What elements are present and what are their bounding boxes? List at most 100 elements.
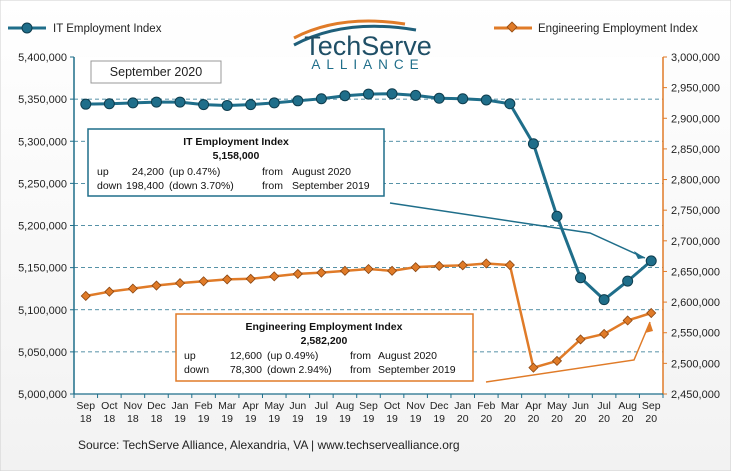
x-tick-label-month: May bbox=[264, 400, 285, 412]
it-row2-pct: (down 3.70%) bbox=[169, 180, 234, 192]
x-tick-label-year: 20 bbox=[528, 413, 540, 425]
it-point bbox=[127, 97, 139, 109]
logo-word-techserve: TechServe bbox=[304, 31, 432, 61]
x-tick-label-month: Sep bbox=[359, 400, 378, 412]
x-tick-label-month: Mar bbox=[218, 400, 237, 412]
eng-row2-amount: 78,300 bbox=[230, 364, 262, 376]
x-tick-label-month: Oct bbox=[384, 400, 400, 412]
left-tick-label: 5,050,000 bbox=[18, 347, 67, 359]
eng-row2-from: from bbox=[350, 364, 371, 376]
x-tick-label-month: Aug bbox=[336, 400, 355, 412]
x-tick-label-month: Jun bbox=[572, 400, 589, 412]
it-point bbox=[268, 97, 280, 109]
left-tick-label: 5,300,000 bbox=[18, 136, 67, 148]
it-row1-period: August 2020 bbox=[292, 166, 351, 178]
x-tick-label-year: 20 bbox=[622, 413, 634, 425]
x-tick-label-month: Apr bbox=[243, 400, 260, 412]
x-tick-label-month: May bbox=[547, 400, 568, 412]
right-tick-label: 2,550,000 bbox=[671, 328, 720, 340]
right-tick-label: 2,850,000 bbox=[671, 144, 720, 156]
it-row1-dir: up bbox=[97, 166, 109, 178]
x-tick-label-year: 20 bbox=[551, 413, 563, 425]
legend-engineering-label: Engineering Employment Index bbox=[538, 23, 698, 35]
it-row2-amount: 198,400 bbox=[126, 180, 164, 192]
x-tick-label-year: 19 bbox=[339, 413, 351, 425]
it-point bbox=[457, 93, 469, 105]
x-tick-label-year: 18 bbox=[151, 413, 163, 425]
it-row1-from: from bbox=[262, 166, 283, 178]
x-tick-label-year: 20 bbox=[457, 413, 469, 425]
eng-row2-dir: down bbox=[184, 364, 209, 376]
x-tick-label-month: Dec bbox=[430, 400, 449, 412]
right-tick-label: 2,600,000 bbox=[671, 297, 720, 309]
date-label: September 2020 bbox=[110, 65, 202, 79]
right-tick-label: 2,900,000 bbox=[671, 113, 720, 125]
it-point bbox=[480, 94, 492, 106]
x-tick-label-month: Apr bbox=[525, 400, 542, 412]
it-callout-arrowhead bbox=[634, 251, 645, 259]
it-point bbox=[527, 138, 539, 150]
x-tick-label-year: 19 bbox=[268, 413, 280, 425]
engineering-point bbox=[127, 283, 138, 294]
x-tick-label-month: Sep bbox=[642, 400, 661, 412]
engineering-point bbox=[551, 355, 563, 366]
left-axis-ticks: 5,000,000 5,050,000 5,100,000 5,150,000 5,20… bbox=[18, 52, 74, 401]
it-point bbox=[386, 88, 398, 100]
x-tick-label-year: 19 bbox=[433, 413, 445, 425]
it-point bbox=[174, 96, 186, 108]
eng-row2-pct: (down 2.94%) bbox=[267, 364, 332, 376]
series-engineering bbox=[80, 258, 657, 373]
x-tick-label-month: Oct bbox=[101, 400, 117, 412]
engineering-point bbox=[269, 271, 280, 282]
eng-callout-arrowhead bbox=[645, 322, 653, 333]
it-point bbox=[103, 98, 115, 110]
logo-word-alliance: ALLIANCE bbox=[311, 57, 424, 72]
eng-row2-period: September 2019 bbox=[378, 364, 456, 376]
it-point bbox=[292, 95, 304, 107]
x-tick-label-month: Sep bbox=[76, 400, 95, 412]
engineering-point bbox=[104, 286, 115, 297]
date-label-box bbox=[90, 60, 222, 84]
x-tick-label-month: Jan bbox=[172, 400, 189, 412]
x-tick-label-month: Jul bbox=[315, 400, 328, 412]
it-row2-dir: down bbox=[97, 180, 122, 192]
x-tick-label-year: 20 bbox=[575, 413, 587, 425]
x-tick-label-year: 19 bbox=[410, 413, 422, 425]
x-axis-ticks: Sep18Oct18Nov18Dec18Jan19Feb19Mar19Apr19… bbox=[73, 394, 664, 425]
right-tick-label: 2,800,000 bbox=[671, 175, 720, 187]
legend-engineering: Engineering Employment Index bbox=[494, 21, 698, 35]
it-point bbox=[410, 89, 422, 101]
it-point bbox=[80, 98, 92, 110]
x-tick-label-year: 20 bbox=[504, 413, 516, 425]
x-tick-label-month: Nov bbox=[124, 400, 143, 412]
eng-callout: Engineering Employment Index 2,582,200 u… bbox=[175, 313, 474, 382]
eng-row1-period: August 2020 bbox=[378, 350, 437, 362]
x-tick-label-year: 19 bbox=[198, 413, 210, 425]
techserve-logo: TechServe ALLIANCE bbox=[293, 19, 432, 72]
engineering-point bbox=[481, 258, 492, 269]
legend-it-label: IT Employment Index bbox=[53, 23, 162, 35]
engineering-point bbox=[457, 260, 468, 271]
left-tick-label: 5,100,000 bbox=[18, 305, 67, 317]
x-tick-label-year: 19 bbox=[363, 413, 375, 425]
left-tick-label: 5,150,000 bbox=[18, 263, 67, 275]
left-tick-label: 5,250,000 bbox=[18, 178, 67, 190]
engineering-point bbox=[504, 259, 515, 271]
it-row2-from: from bbox=[262, 180, 283, 192]
x-tick-label-month: Jan bbox=[454, 400, 471, 412]
x-tick-label-year: 18 bbox=[103, 413, 115, 425]
eng-row1-pct: (up 0.49%) bbox=[267, 350, 318, 362]
right-tick-label: 3,000,000 bbox=[671, 52, 720, 64]
source-note: Source: TechServe Alliance, Alexandria, … bbox=[78, 438, 460, 452]
engineering-point bbox=[198, 276, 209, 287]
engineering-point bbox=[528, 362, 539, 373]
x-tick-label-year: 19 bbox=[174, 413, 186, 425]
it-point bbox=[245, 99, 257, 111]
eng-callout-title: Engineering Employment Index bbox=[246, 321, 403, 333]
it-point bbox=[551, 210, 563, 222]
x-tick-label-year: 19 bbox=[386, 413, 398, 425]
left-tick-label: 5,000,000 bbox=[18, 389, 67, 401]
right-tick-label: 2,500,000 bbox=[671, 358, 720, 370]
